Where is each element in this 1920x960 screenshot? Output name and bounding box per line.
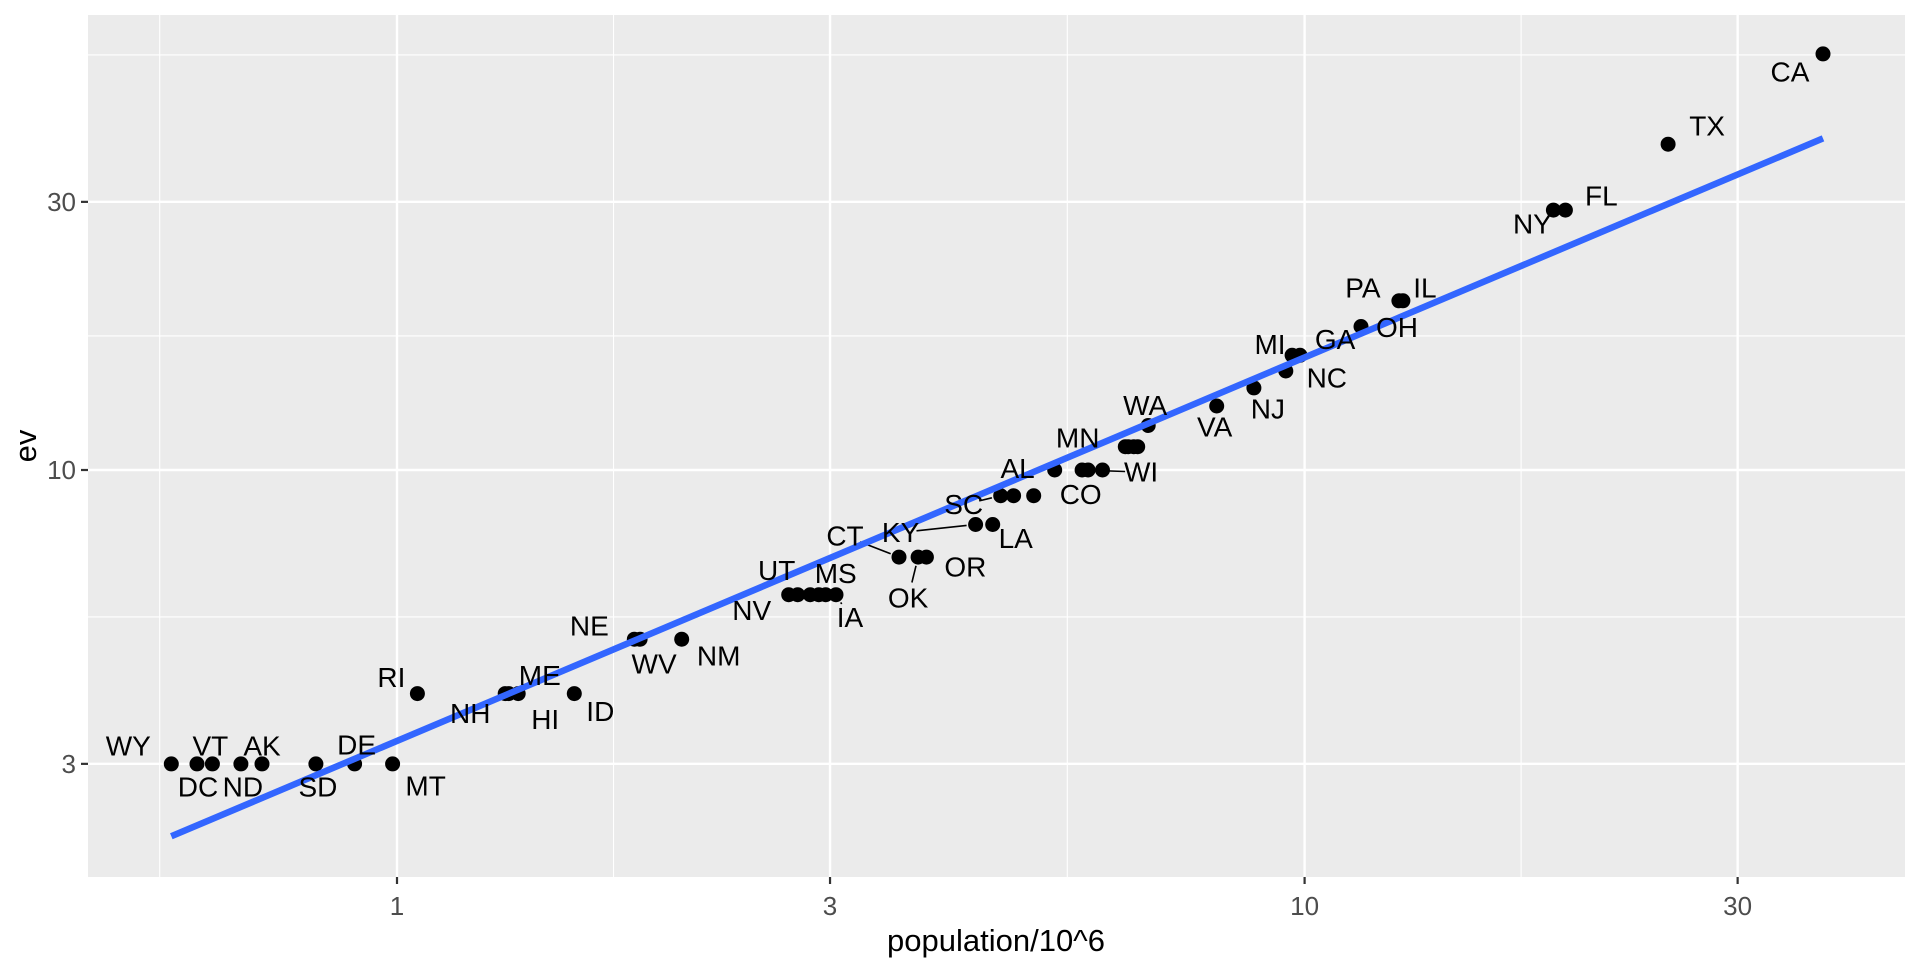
point-label-oh: OH (1376, 312, 1418, 343)
point-label-hi: HI (531, 704, 559, 735)
point-label-fl: FL (1585, 181, 1618, 212)
x-tick-label: 30 (1723, 891, 1752, 921)
data-point-sc (993, 488, 1009, 504)
data-point-nj (1246, 380, 1262, 396)
leader-line-ok (911, 565, 917, 583)
point-label-nc: NC (1307, 363, 1347, 394)
point-label-mt: MT (405, 770, 445, 801)
data-point-ia (828, 587, 844, 603)
axis-tick-labels: 1 3 10 30 3 10 30 (47, 187, 1752, 921)
point-label-id: ID (586, 696, 614, 727)
data-point-co (1026, 488, 1042, 504)
point-label-sc: SC (944, 489, 983, 520)
point-label-wa: WA (1123, 390, 1167, 421)
point-label-dc: DC (178, 771, 218, 802)
data-point-fl (1545, 202, 1561, 218)
point-label-me: ME (519, 660, 561, 691)
data-point-tx (1660, 136, 1676, 152)
point-label-va: VA (1197, 412, 1233, 443)
data-point-mt (385, 756, 401, 772)
data-point-nd (233, 756, 249, 772)
data-point-ms (818, 587, 834, 603)
point-label-wy: WY (106, 730, 151, 761)
point-label-il: IL (1413, 272, 1436, 303)
data-point-ma (1130, 439, 1146, 455)
point-label-nv: NV (732, 595, 771, 626)
data-point-ak (254, 756, 270, 772)
point-label-sd: SD (298, 771, 337, 802)
data-point-dc (189, 756, 205, 772)
point-label-co: CO (1060, 479, 1102, 510)
major-gridlines (88, 15, 1905, 877)
point-label-ga: GA (1315, 324, 1356, 355)
leader-line-sc (979, 497, 993, 502)
trend-line-group (170, 135, 1825, 840)
data-point-id (566, 686, 582, 702)
point-label-pa: PA (1345, 272, 1381, 303)
point-label-vt: VT (193, 730, 229, 761)
y-tick-label: 10 (47, 455, 76, 485)
minor-gridlines (88, 15, 1905, 877)
x-tick-label: 3 (823, 891, 837, 921)
data-point-ca (1815, 46, 1831, 62)
point-label-wi: WI (1124, 457, 1158, 488)
leader-line-ky (916, 524, 967, 532)
point-label-ri: RI (377, 662, 405, 693)
point-label-nh: NH (450, 698, 490, 729)
data-point-sd (308, 756, 324, 772)
x-tick-label: 10 (1290, 891, 1319, 921)
point-label-ky: KY (882, 517, 920, 548)
data-point-nm (674, 631, 690, 647)
point-label-la: LA (999, 523, 1034, 554)
data-point-wy (163, 756, 179, 772)
point-label-ak: AK (243, 730, 281, 761)
data-point-al (1006, 488, 1022, 504)
point-label-nj: NJ (1251, 393, 1285, 424)
point-label-or: OR (944, 552, 986, 583)
leader-line-ia (840, 601, 843, 605)
y-tick-label: 3 (62, 749, 76, 779)
data-point-va (1209, 398, 1225, 414)
data-point-la (985, 517, 1001, 532)
y-tick-label: 30 (47, 187, 76, 217)
point-label-ok: OK (888, 583, 929, 614)
point-label-ny: NY (1513, 209, 1552, 240)
data-point-ri (409, 686, 425, 702)
point-label-wv: WV (632, 649, 677, 680)
data-point-il (1395, 293, 1411, 309)
data-point-or (918, 549, 934, 565)
data-point-vt (204, 756, 220, 772)
point-label-mn: MN (1056, 423, 1100, 454)
x-axis-title: population/10^6 (887, 923, 1105, 958)
data-point-ny (1557, 202, 1573, 218)
axis-tick-marks (81, 200, 1739, 884)
point-label-tx: TX (1689, 111, 1725, 142)
x-tick-label: 1 (390, 891, 404, 921)
point-label-ct: CT (826, 521, 863, 552)
point-label-ca: CA (1771, 56, 1810, 87)
leader-line-wi (1091, 469, 1126, 473)
data-point-ky (968, 517, 984, 532)
point-label-ut: UT (758, 555, 795, 586)
panel-background (88, 15, 1905, 877)
point-label-ms: MS (815, 558, 857, 589)
trend-line (170, 135, 1825, 840)
data-point-md (1080, 462, 1096, 478)
point-label-mi: MI (1254, 329, 1285, 360)
point-label-de: DE (337, 729, 376, 760)
point-label-ne: NE (570, 611, 609, 642)
data-point-ct (891, 549, 907, 565)
point-label-al: AL (1000, 453, 1034, 484)
point-label-nd: ND (223, 771, 263, 802)
data-point-ut (790, 587, 806, 603)
y-axis-title: ev (8, 429, 43, 462)
point-label-nm: NM (697, 641, 741, 672)
point-label-ia: IA (837, 602, 864, 633)
